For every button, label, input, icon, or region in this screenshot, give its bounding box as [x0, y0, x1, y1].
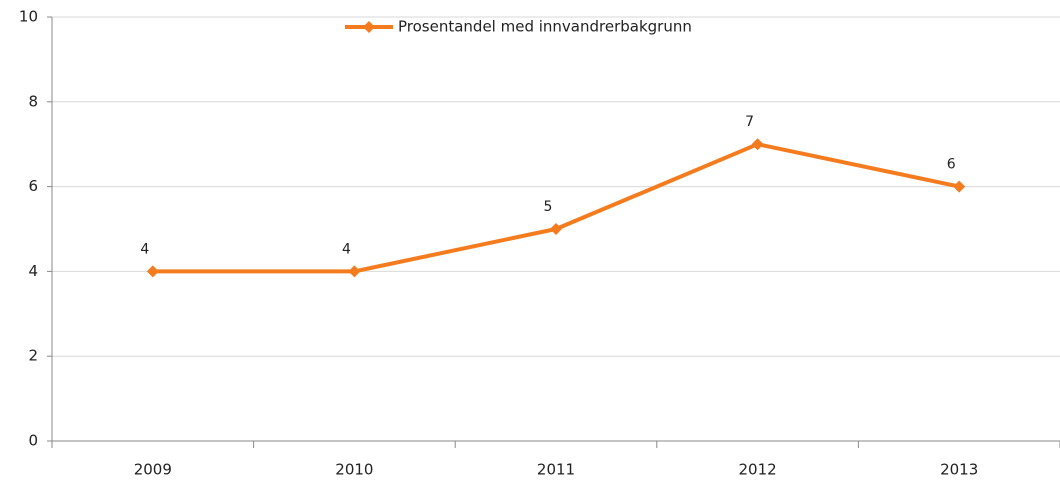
data-point [953, 180, 966, 193]
legend-marker [363, 21, 375, 33]
data-point [751, 138, 764, 151]
data-point [348, 265, 361, 278]
y-tick-label: 2 [28, 347, 38, 365]
x-tick-label: 2009 [134, 461, 172, 479]
data-label: 5 [544, 199, 553, 215]
y-tick-label: 4 [28, 262, 38, 280]
data-point [146, 265, 159, 278]
data-label: 7 [745, 114, 754, 130]
y-tick-label: 8 [28, 92, 38, 110]
data-point [550, 223, 562, 235]
x-tick-label: 2010 [335, 461, 373, 479]
data-label: 4 [140, 241, 149, 257]
x-tick-label: 2012 [739, 461, 777, 479]
y-tick-label: 6 [28, 177, 38, 195]
data-label: 4 [342, 241, 351, 257]
data-label: 6 [947, 157, 956, 173]
x-tick-label: 2013 [940, 461, 978, 479]
series-line [152, 142, 960, 274]
x-tick-label: 2011 [537, 461, 575, 479]
legend-label: Prosentandel med innvandrerbakgrunn [398, 18, 692, 36]
y-tick-label: 10 [19, 8, 38, 26]
y-tick-label: 0 [28, 432, 38, 450]
